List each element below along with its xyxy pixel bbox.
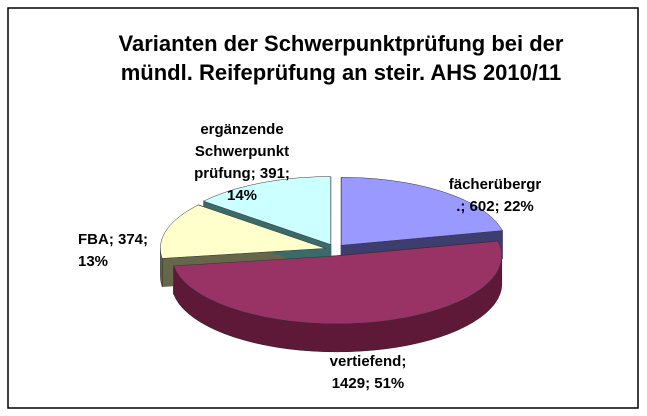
- slice: [173, 240, 503, 325]
- data-label: vertiefend;: [330, 353, 407, 370]
- chart-title: mündl. Reifeprüfung an steir. AHS 2010/1…: [121, 60, 562, 85]
- chart-title: Varianten der Schwerpunktprüfung bei der: [119, 31, 564, 56]
- slice: [203, 176, 331, 245]
- data-label: .; 602; 22%: [456, 198, 534, 215]
- slice: [341, 177, 503, 246]
- data-label: 1429; 51%: [332, 375, 405, 392]
- data-label: fächerübergr: [449, 176, 542, 193]
- data-label: 13%: [78, 253, 108, 270]
- data-label: 14%: [227, 187, 257, 204]
- data-label: FBA; 374;: [78, 231, 148, 248]
- data-label: prüfung; 391;: [194, 165, 290, 182]
- slice: [160, 204, 326, 259]
- data-label: Schwerpunkt: [195, 143, 289, 160]
- data-label: ergänzende: [200, 121, 283, 138]
